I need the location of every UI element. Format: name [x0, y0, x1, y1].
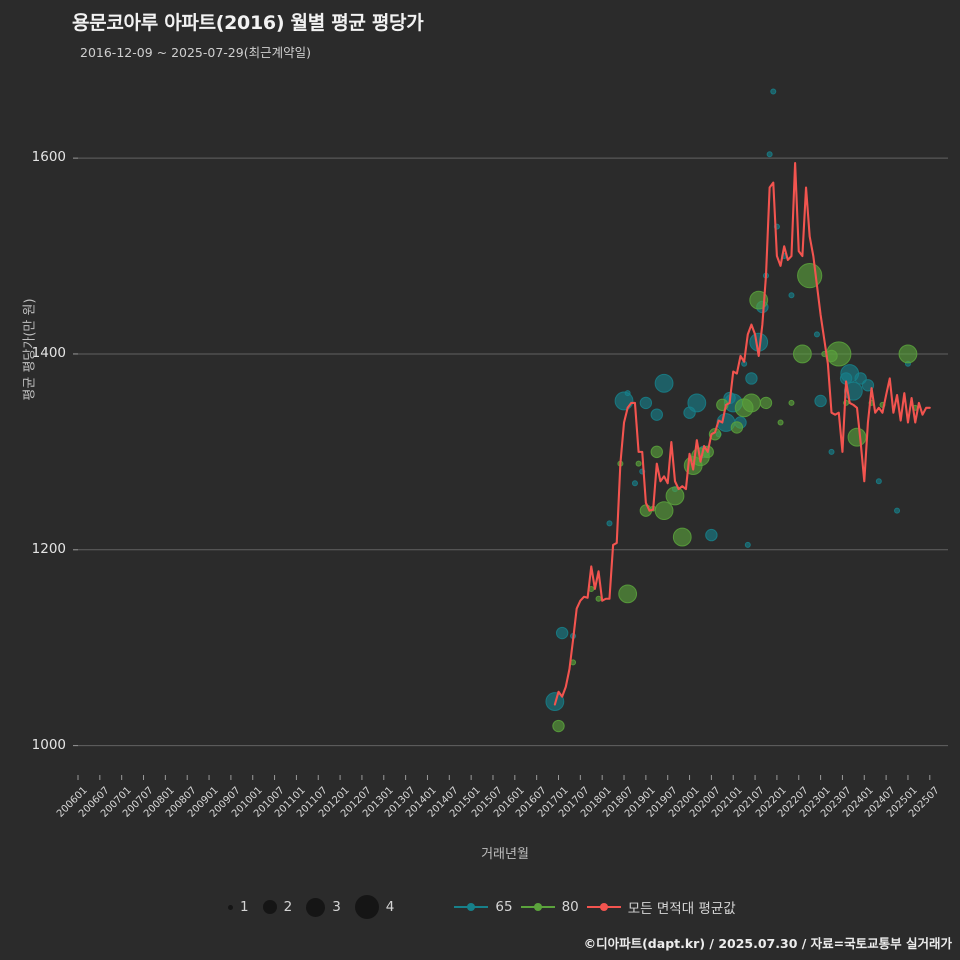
y-tick-label: 1400	[31, 344, 66, 361]
legend-size-label: 3	[332, 899, 341, 915]
y-tick-label: 1600	[31, 149, 66, 166]
legend-series-모든 면적대 평균값[interactable]: 모든 면적대 평균값	[586, 897, 736, 917]
legend-size-dot	[228, 904, 233, 910]
legend-series-marker	[586, 900, 621, 914]
page-subtitle: 2016-12-09 ~ 2025-07-29(최근계약일)	[80, 45, 311, 60]
legend-size-item: 3	[306, 897, 355, 917]
y-tick-label: 1200	[31, 540, 66, 557]
y-axis-title: 평균 평당가(만 원)	[22, 298, 38, 401]
chart-legend: 1 2 3 4 65 80 모든 면적대 평균값	[0, 890, 960, 924]
page-title: 용문코아루 아파트(2016) 월별 평균 평당가	[72, 12, 424, 34]
legend-series-80[interactable]: 80	[520, 899, 579, 915]
chart-plot-area	[73, 88, 948, 780]
legend-series-marker	[454, 900, 489, 914]
legend-size-label: 2	[283, 899, 293, 915]
legend-size-dot	[262, 900, 277, 914]
x-axis-title: 거래년월	[481, 847, 529, 862]
bubble-series-80	[552, 263, 919, 733]
legend-size-label: 4	[385, 899, 395, 915]
legend-series-label: 80	[561, 899, 579, 915]
legend-series-marker	[520, 900, 555, 914]
footer-credit: ©디아파트(dapt.kr) / 2025.07.30 / 자료=국토교통부 실…	[583, 936, 952, 951]
legend-size-dot	[354, 895, 379, 919]
legend-size-label: 1	[240, 899, 249, 915]
bubble-series-65	[545, 88, 911, 711]
legend-size-item: 1	[228, 899, 263, 915]
y-tick-label: 1000	[31, 736, 66, 753]
legend-series-65[interactable]: 65	[454, 899, 513, 915]
average-line	[553, 161, 931, 706]
legend-series-label: 모든 면적대 평균값	[627, 901, 736, 917]
legend-size-item: 2	[262, 899, 307, 915]
legend-series-label: 65	[495, 899, 513, 915]
legend-size-item: 4	[354, 895, 409, 919]
legend-size-dot	[306, 897, 326, 917]
